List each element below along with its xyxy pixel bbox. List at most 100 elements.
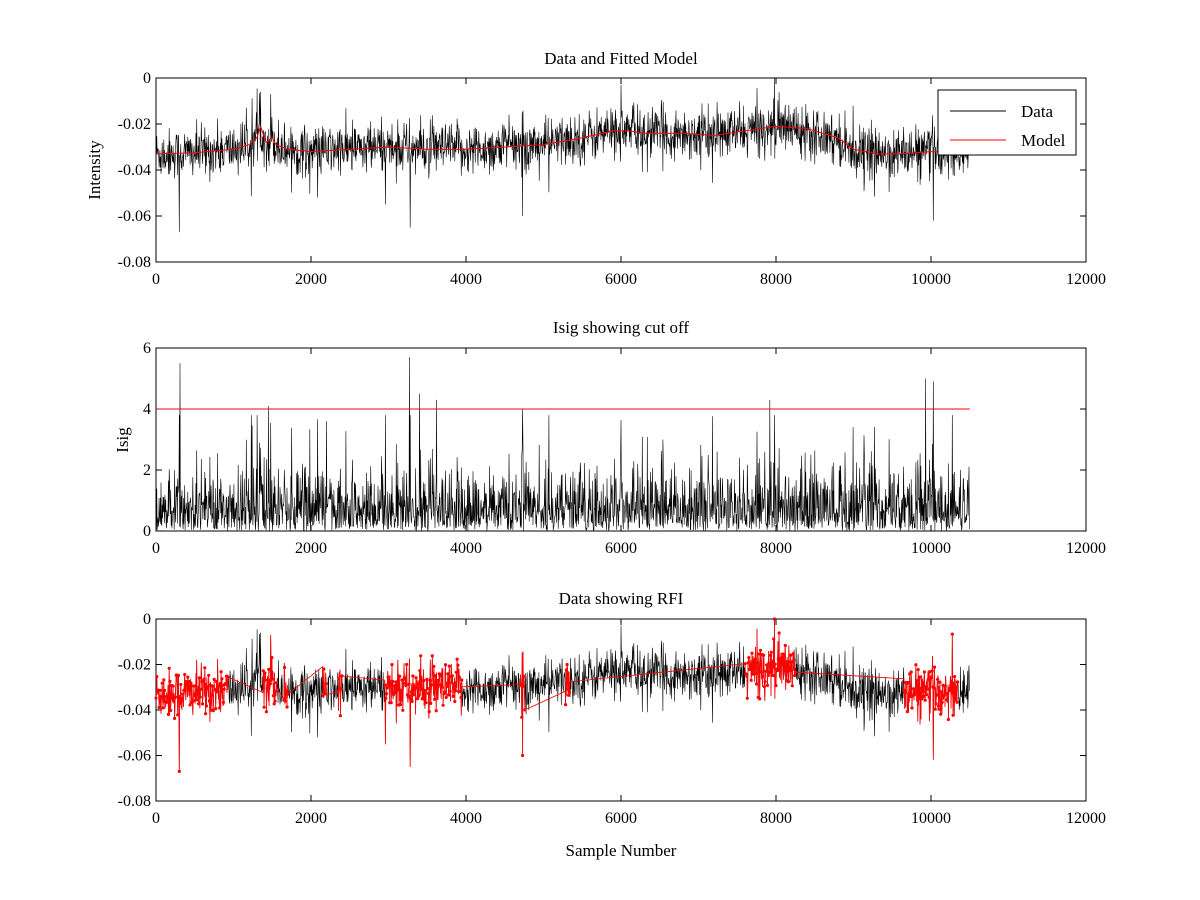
rfi-point [271, 677, 275, 681]
rfi-point [218, 681, 222, 686]
rfi-point [455, 657, 459, 661]
rfi-point [934, 702, 938, 706]
rfi-point [755, 682, 759, 686]
rfi-point [338, 714, 342, 718]
rfi-point [750, 651, 754, 655]
rfi-point [169, 708, 173, 713]
rfi-point [283, 665, 287, 670]
rfi-point [445, 681, 449, 686]
y-tick-label: 0 [143, 70, 151, 87]
rfi-point [195, 698, 199, 702]
rfi-point [936, 677, 940, 682]
rfi-point [172, 699, 176, 703]
rfi-series-line [155, 618, 959, 772]
rfi-point [519, 683, 523, 687]
rfi-point [948, 686, 952, 690]
rfi-point [935, 693, 939, 697]
rfi-point [161, 706, 165, 710]
rfi-point [226, 675, 230, 679]
rfi-point [405, 662, 409, 667]
panel-title: Isig showing cut off [553, 318, 689, 337]
rfi-point [157, 705, 161, 710]
rfi-point [448, 689, 452, 693]
rfi-point [391, 679, 395, 684]
rfi-point [170, 696, 174, 700]
x-tick-label: 2000 [295, 271, 327, 288]
y-tick-label: 0 [143, 611, 151, 628]
x-tick-label: 4000 [450, 540, 482, 557]
rfi-point [398, 674, 402, 678]
rfi-point [428, 678, 432, 683]
x-tick-label: 8000 [760, 540, 792, 557]
rfi-point [158, 688, 162, 692]
rfi-point [748, 664, 753, 668]
rfi-point [912, 687, 916, 691]
rfi-point [162, 688, 167, 693]
rfi-point [212, 677, 216, 682]
rfi-point [772, 637, 776, 641]
rfi-point [399, 697, 403, 701]
rfi-point [939, 712, 943, 716]
rfi-point [269, 670, 273, 674]
rfi-point [915, 682, 920, 686]
rfi-point [210, 693, 214, 697]
rfi-point [321, 694, 325, 698]
rfi-point [946, 717, 951, 722]
rfi-point [408, 694, 412, 699]
rfi-point [270, 656, 274, 660]
rfi-point [903, 690, 907, 694]
rfi-point [458, 689, 462, 694]
rfi-point [567, 690, 572, 694]
rfi-point [429, 701, 433, 706]
rfi-point [419, 687, 423, 691]
rfi-point [324, 682, 328, 686]
y-tick-label: 2 [143, 462, 151, 479]
rfi-point [927, 695, 931, 700]
x-tick-label: 12000 [1066, 540, 1106, 557]
rfi-point [214, 679, 218, 684]
rfi-point [427, 710, 431, 714]
rfi-point [224, 682, 228, 687]
x-tick-label: 12000 [1066, 271, 1106, 288]
rfi-point [905, 710, 910, 714]
rfi-point [423, 689, 427, 693]
rfi-point [451, 694, 455, 698]
model-series-line [155, 124, 970, 155]
rfi-point [417, 693, 421, 697]
rfi-point [197, 702, 201, 706]
rfi-point [409, 697, 413, 701]
rfi-point [196, 692, 200, 696]
panel-title: Data showing RFI [559, 589, 684, 608]
rfi-point [945, 698, 949, 702]
rfi-point [947, 689, 951, 693]
tick-group: 0 2000 4000 6000 8000 10000 12000 -0.08 -0.06 -0.… [118, 70, 1106, 288]
rfi-point [220, 677, 224, 681]
rfi-point [949, 683, 953, 688]
rfi-point [395, 680, 399, 684]
rfi-point [211, 708, 215, 713]
rfi-point [922, 670, 927, 674]
rfi-point [788, 666, 792, 670]
rfi-point [203, 666, 207, 670]
rfi-point [386, 675, 390, 679]
rfi-point [951, 713, 955, 717]
rfi-point [191, 699, 195, 703]
rfi-point [202, 677, 206, 681]
rfi-point [521, 684, 526, 688]
x-tick-label: 8000 [760, 810, 792, 827]
rfi-point [942, 694, 946, 698]
rfi-point [929, 675, 934, 679]
rfi-point [267, 667, 271, 672]
rfi-point [928, 670, 932, 674]
panel-isig-showing-cut-off: Isig showing cut off Isig 0 2000 4000 6000 8… [113, 318, 1106, 557]
panel-data-and-fitted-model: Data and Fitted Model Intensity 0 2000 400… [85, 49, 1106, 288]
y-axis-label: Isig [113, 427, 132, 453]
rfi-point [925, 687, 930, 691]
rfi-point [932, 665, 937, 669]
rfi-point [446, 672, 450, 676]
x-tick-label: 2000 [295, 810, 327, 827]
rfi-point [450, 680, 454, 685]
rfi-point [213, 688, 217, 692]
isig-series-line [155, 357, 970, 532]
rfi-point [937, 707, 941, 711]
